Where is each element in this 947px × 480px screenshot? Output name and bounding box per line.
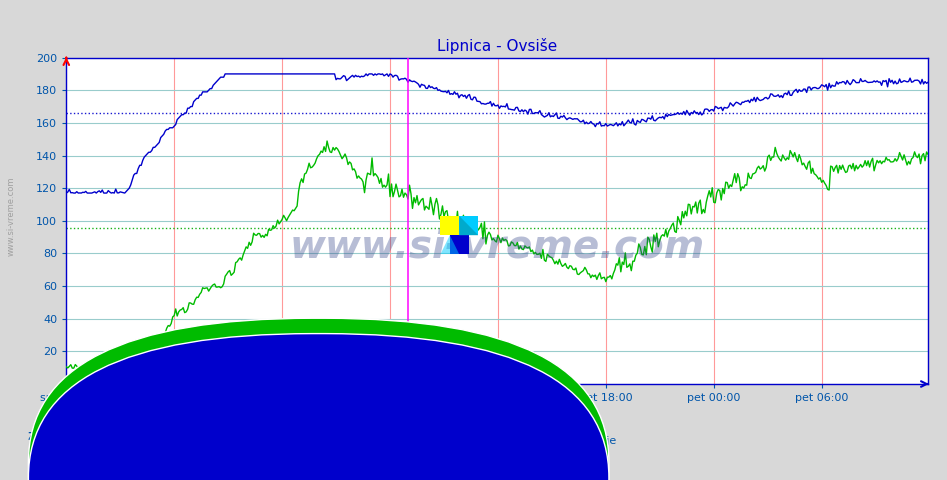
Text: 38,2: 38,2 bbox=[227, 467, 252, 477]
Text: pretok[m3/s]: pretok[m3/s] bbox=[328, 467, 402, 477]
Text: www.si-vreme.com: www.si-vreme.com bbox=[7, 176, 16, 256]
Text: zadnja dva dni / 5 minut.: zadnja dva dni / 5 minut. bbox=[403, 420, 544, 430]
Text: navpična črta - razdelek 24 ur: navpična črta - razdelek 24 ur bbox=[389, 449, 558, 459]
Text: sedaj:: sedaj: bbox=[28, 451, 66, 461]
Text: Lipnica - Ovsiše: Lipnica - Ovsiše bbox=[313, 451, 413, 462]
Text: Slovenija / reke in morje.: Slovenija / reke in morje. bbox=[404, 406, 543, 416]
Text: min.:: min.: bbox=[95, 451, 126, 461]
Polygon shape bbox=[440, 235, 459, 254]
Text: www.si-vreme.com: www.si-vreme.com bbox=[290, 228, 705, 266]
Text: 2,1: 2,1 bbox=[95, 467, 114, 477]
Title: Lipnica - Ovsiše: Lipnica - Ovsiše bbox=[438, 37, 557, 54]
Text: povpr.:: povpr.: bbox=[161, 451, 205, 461]
Bar bbox=[440, 216, 459, 235]
Text: Meritve: trenutne  Enote: metrične  Črta: povprečje: Meritve: trenutne Enote: metrične Črta: … bbox=[331, 434, 616, 446]
Text: maks.:: maks.: bbox=[227, 451, 265, 461]
Text: ZGODOVINSKE IN TRENUTNE VREDNOSTI: ZGODOVINSKE IN TRENUTNE VREDNOSTI bbox=[28, 432, 235, 442]
Text: 35,3: 35,3 bbox=[28, 467, 53, 477]
Text: 23,9: 23,9 bbox=[161, 467, 186, 477]
Bar bbox=[459, 216, 478, 235]
Bar bbox=[450, 235, 469, 254]
Polygon shape bbox=[459, 216, 478, 235]
